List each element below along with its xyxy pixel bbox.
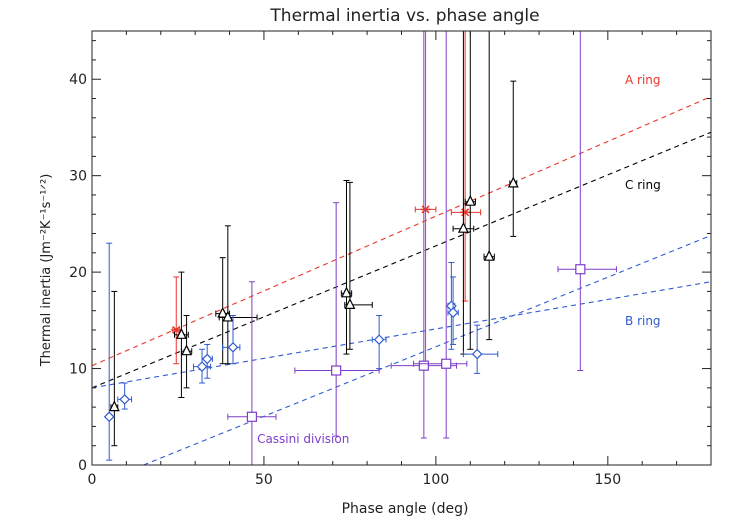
square-marker [331, 365, 342, 376]
triangle-marker [341, 286, 352, 298]
square-marker [246, 411, 258, 422]
data-point-a-ring [414, 31, 437, 370]
x-tick-label: 100 [423, 472, 450, 488]
diamond-marker [103, 411, 115, 423]
chart-title: Thermal inertia vs. phase angle [269, 6, 539, 26]
data-point-b-ring [201, 343, 213, 379]
triangle-marker [464, 194, 476, 206]
data-point-cassini-division [227, 281, 277, 465]
diamond-marker [119, 394, 131, 405]
annotation-label: C ring [625, 178, 661, 192]
fit-line-a-ring [92, 96, 711, 367]
y-tick-label: 20 [69, 265, 87, 281]
asterisk-stroke [172, 325, 181, 335]
x-tick-label: 150 [594, 472, 621, 488]
triangle-marker [175, 327, 187, 339]
data-point-c-ring [464, 31, 476, 350]
data-point-c-ring [218, 225, 258, 365]
data-point-cassini-division [413, 31, 468, 439]
x-axis-label: Phase angle (deg) [342, 501, 469, 517]
square-marker [441, 358, 452, 369]
plot-area: 0 50 100 150 0 10 20 30 40 A ring C ring B ring Cass… [69, 31, 712, 488]
triangle-marker [507, 176, 519, 188]
data-point-b-ring [446, 261, 457, 350]
axis-ticks [91, 31, 712, 466]
plot-contents [92, 31, 711, 465]
fit-line-c-ring [92, 131, 711, 389]
annotation-label: Cassini division [257, 432, 349, 446]
fit-line-b-ring [143, 234, 711, 465]
data-point-c-ring [483, 31, 495, 341]
triangle-marker [483, 249, 495, 261]
data-point-c-ring [108, 290, 120, 447]
data-point-cassini-division [390, 31, 458, 439]
data-point-b-ring [371, 315, 387, 370]
triangle-marker [181, 344, 193, 356]
data-point-cassini-division [294, 202, 380, 437]
triangle-marker [222, 310, 234, 322]
annotation-label: A ring [625, 73, 661, 87]
data-point-b-ring [462, 324, 499, 374]
triangle-marker [344, 298, 356, 310]
data-point-cassini-division [557, 31, 617, 371]
y-tick-label: 10 [69, 362, 87, 378]
square-marker [575, 264, 586, 275]
plot-frame [91, 30, 712, 466]
data-point-a-ring [171, 276, 182, 365]
square-marker [418, 360, 429, 371]
x-tick-label: 0 [88, 472, 97, 488]
data-point-b-ring [103, 242, 115, 461]
x-tick-label: 50 [255, 472, 273, 488]
fit-line-b-ring [92, 281, 711, 389]
y-tick-label: 30 [69, 169, 87, 185]
diamond-marker [471, 348, 483, 360]
data-point-c-ring [507, 80, 519, 237]
data-point-b-ring [447, 276, 459, 345]
y-tick-label: 40 [69, 72, 87, 88]
annotation-label: B ring [625, 314, 661, 328]
data-point-c-ring [344, 181, 373, 350]
data-point-b-ring [117, 382, 133, 410]
data-point-c-ring [174, 271, 189, 398]
y-axis-label: Thermal inertia (Jm⁻²K⁻¹s⁻¹ᐟ²) [39, 174, 54, 368]
diamond-marker [196, 361, 208, 372]
diamond-marker [201, 353, 213, 365]
diamond-marker [227, 341, 239, 353]
triangle-marker [108, 400, 120, 412]
data-point-b-ring [192, 348, 212, 384]
y-tick-label: 0 [78, 458, 87, 474]
asterisk-stroke [421, 205, 430, 214]
diamond-marker [373, 334, 385, 345]
data-point-b-ring [222, 315, 241, 365]
triangle-marker [457, 221, 469, 233]
asterisk-stroke [461, 208, 470, 217]
data-point-a-ring [450, 31, 482, 302]
diamond-marker [447, 307, 459, 318]
data-point-c-ring [180, 315, 193, 389]
